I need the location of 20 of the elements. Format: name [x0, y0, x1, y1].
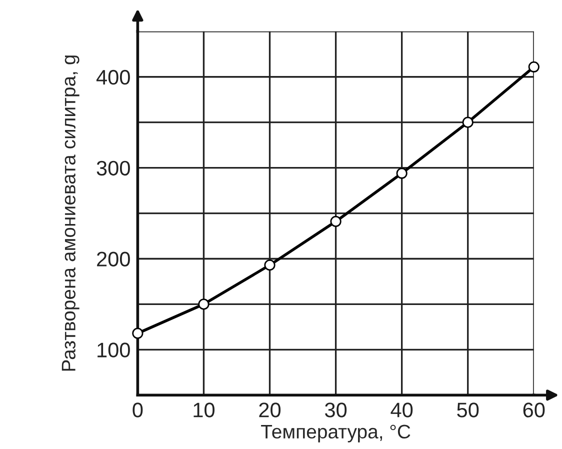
- x-tick-label: 30: [325, 402, 347, 418]
- x-tick-label: 10: [194, 402, 214, 418]
- y-tick-label: 100: [98, 342, 130, 358]
- point: [330, 216, 342, 228]
- point: [132, 328, 144, 339]
- x-axis-title: Температура, °C: [261, 424, 410, 442]
- point: [264, 260, 276, 271]
- x-tick-label: 20: [259, 402, 281, 418]
- x-tick-label: 60: [523, 402, 545, 418]
- y-tick-label: 200: [97, 252, 130, 266]
- y-axis-title: Разтворена амониевата силитра, g: [62, 56, 80, 371]
- x-tick-label: 50: [457, 402, 479, 418]
- x-tick-label: 40: [390, 402, 413, 418]
- x-tick-label: 0: [132, 402, 143, 418]
- point: [198, 298, 210, 310]
- point: [396, 168, 408, 179]
- point: [462, 116, 474, 128]
- y-tick-label: 400: [96, 70, 130, 85]
- point: [528, 61, 540, 72]
- y-tick-label: 300: [96, 160, 130, 176]
